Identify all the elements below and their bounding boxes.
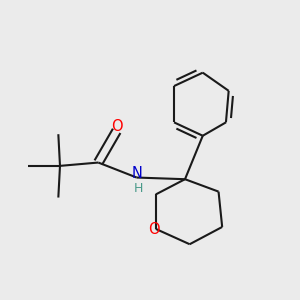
Text: H: H [133,182,143,195]
Text: N: N [131,166,142,181]
Text: O: O [148,222,160,237]
Text: O: O [112,119,123,134]
